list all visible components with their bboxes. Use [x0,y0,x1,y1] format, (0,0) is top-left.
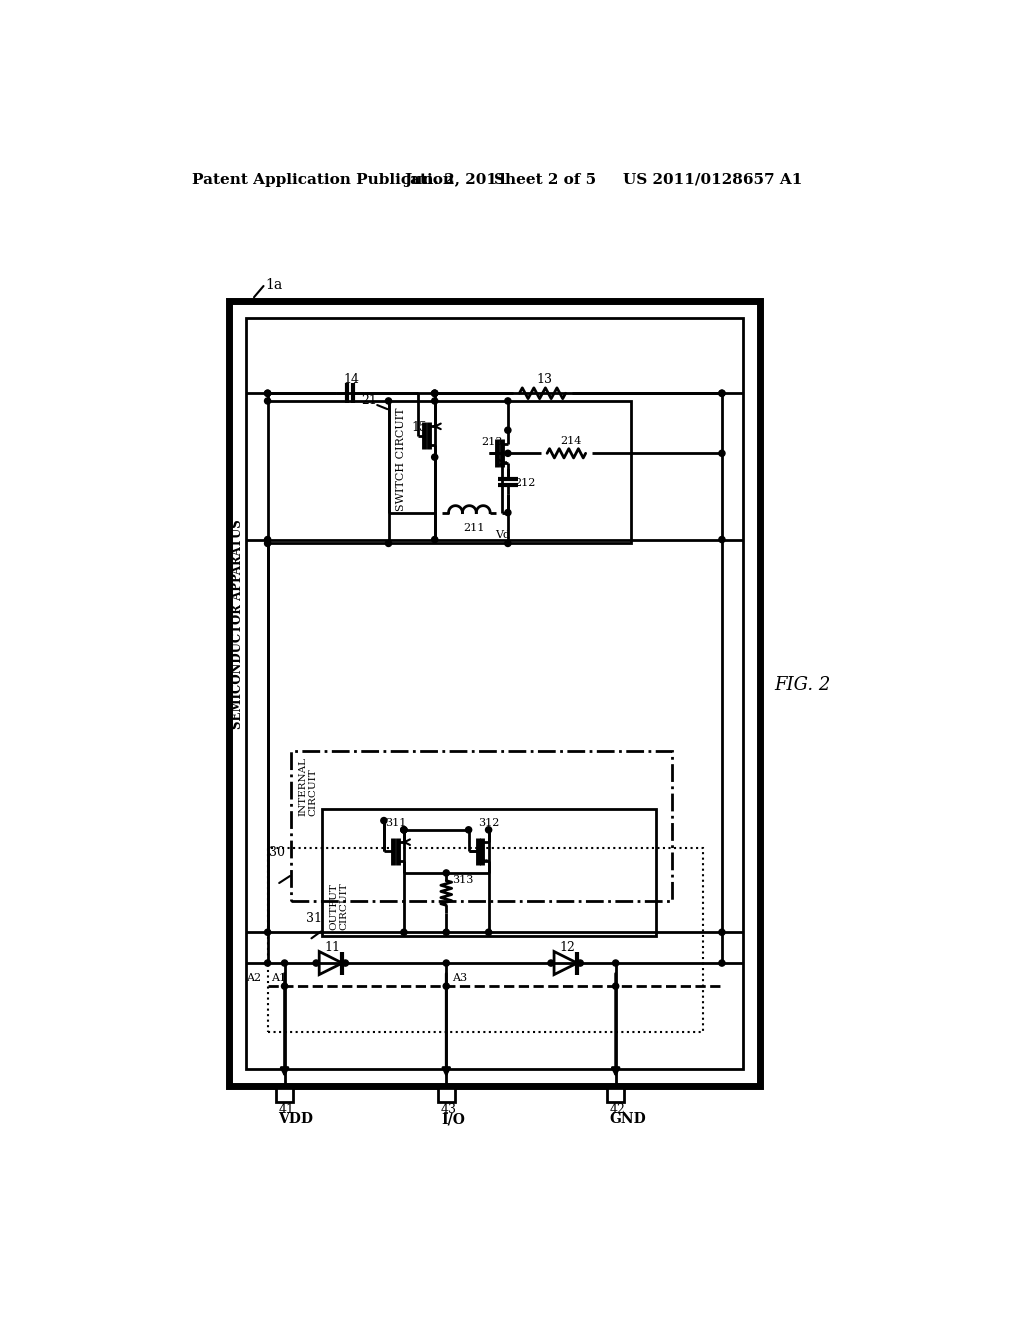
Bar [267,847,702,1032]
Text: 11: 11 [325,941,341,954]
Circle shape [432,391,438,396]
Text: 14: 14 [344,372,359,385]
Circle shape [443,929,450,936]
Text: 43: 43 [441,1102,457,1115]
Bar [276,1088,293,1102]
Text: 42: 42 [609,1102,626,1115]
Text: 212: 212 [514,478,536,488]
Text: 13: 13 [537,372,552,385]
Circle shape [282,983,288,989]
Text: INTERNAL
CIRCUIT: INTERNAL CIRCUIT [298,758,317,817]
Circle shape [432,536,438,543]
Text: Vd: Vd [496,529,511,540]
Circle shape [264,397,270,404]
Circle shape [264,391,270,396]
Text: OUTPUT
CIRCUIT: OUTPUT CIRCUIT [330,882,348,931]
Circle shape [342,960,348,966]
Circle shape [400,826,407,833]
Circle shape [443,870,450,876]
Circle shape [505,540,511,546]
Bar [388,401,631,544]
Circle shape [505,450,511,457]
Text: 21: 21 [361,395,378,407]
Circle shape [612,983,618,989]
Text: 214: 214 [560,436,582,446]
Circle shape [719,391,725,396]
Circle shape [264,540,270,546]
Circle shape [385,397,391,404]
Bar [438,1088,455,1102]
Circle shape [432,397,438,404]
Text: 30: 30 [269,846,285,859]
Text: I/O: I/O [441,1113,465,1126]
Circle shape [719,391,725,396]
Circle shape [385,540,391,546]
Circle shape [432,391,438,396]
Bar [322,809,656,936]
Text: 1a: 1a [265,277,283,292]
Bar [291,751,672,902]
Circle shape [264,391,270,396]
Circle shape [548,960,554,966]
Circle shape [719,536,725,543]
Circle shape [578,960,584,966]
Text: A1: A1 [271,973,287,983]
Circle shape [505,510,511,516]
Circle shape [264,536,270,543]
Text: 31: 31 [306,912,323,924]
Circle shape [505,428,511,433]
Circle shape [612,960,618,966]
Circle shape [485,826,492,833]
Text: Sheet 2 of 5: Sheet 2 of 5 [494,173,596,187]
Circle shape [400,826,407,833]
Circle shape [443,960,450,966]
Circle shape [400,929,407,936]
Text: SWITCH CIRCUIT: SWITCH CIRCUIT [396,407,407,511]
Text: Jun. 2, 2011: Jun. 2, 2011 [403,173,508,187]
Text: 41: 41 [279,1102,295,1115]
Text: A2: A2 [246,973,261,983]
Circle shape [505,397,511,404]
Text: 211: 211 [463,523,484,533]
Circle shape [313,960,319,966]
Text: 313: 313 [453,875,474,886]
Bar [229,301,761,1086]
Circle shape [432,391,438,396]
Circle shape [719,960,725,966]
Text: 12: 12 [559,941,575,954]
Circle shape [381,817,387,824]
Text: Patent Application Publication: Patent Application Publication [193,173,455,187]
Bar [246,318,743,1069]
Text: VDD: VDD [278,1113,312,1126]
Circle shape [443,983,450,989]
Bar [607,1088,625,1102]
Circle shape [264,960,270,966]
Circle shape [466,826,472,833]
Text: FIG. 2: FIG. 2 [774,676,830,693]
Text: 311: 311 [385,818,407,829]
Text: US 2011/0128657 A1: US 2011/0128657 A1 [624,173,803,187]
Circle shape [264,929,270,936]
Text: 213: 213 [481,437,503,447]
Circle shape [485,929,492,936]
Text: SEMICONDUCTOR APPARATUS: SEMICONDUCTOR APPARATUS [231,519,244,729]
Circle shape [719,929,725,936]
Circle shape [719,450,725,457]
Text: A3: A3 [453,973,468,983]
Circle shape [400,826,407,833]
Text: GND: GND [609,1113,646,1126]
Circle shape [282,960,288,966]
Circle shape [432,454,438,461]
Text: 312: 312 [478,818,500,829]
Text: 15: 15 [412,421,427,434]
